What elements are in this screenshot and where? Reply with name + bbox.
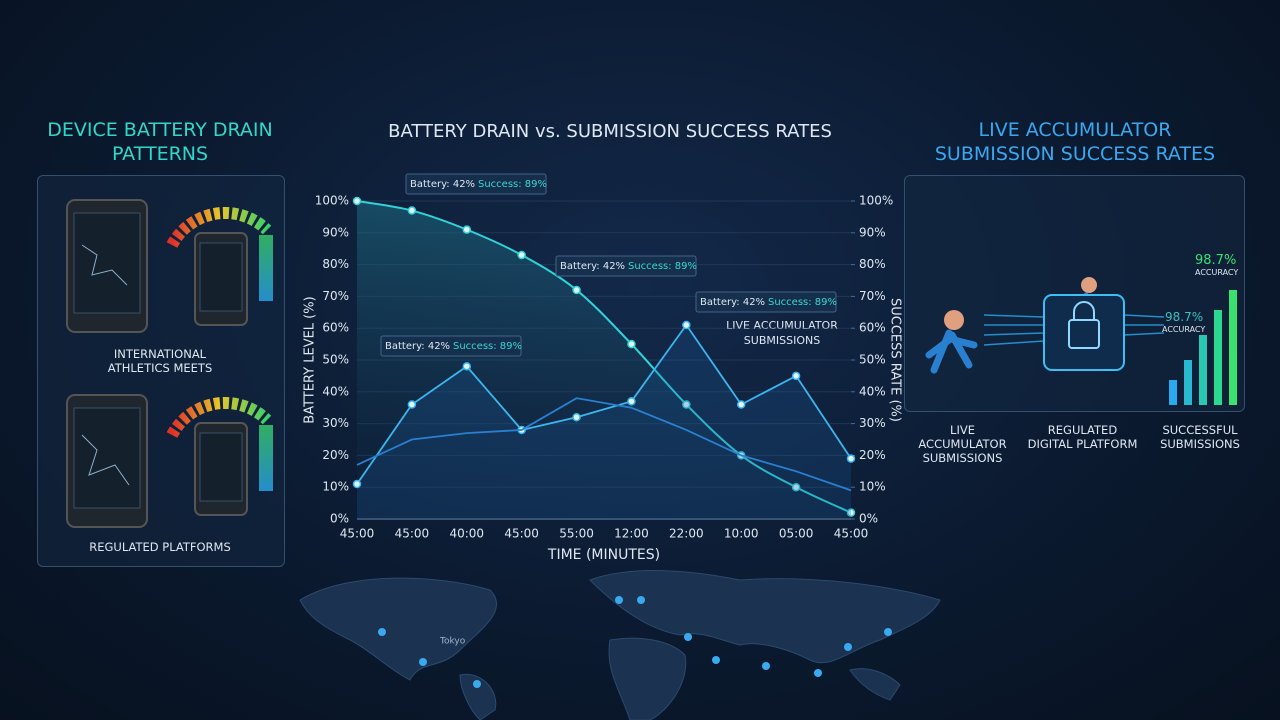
x-tick-label: 12:00 bbox=[614, 527, 649, 541]
series-line bbox=[356, 323, 852, 485]
callout-battery: Battery: 42% bbox=[560, 261, 625, 272]
right-caption: SUCCESSFUL SUBMISSIONS bbox=[1160, 423, 1240, 451]
data-point bbox=[846, 508, 856, 517]
y2-tick-label: 70% bbox=[859, 289, 886, 303]
y-tick-label: 0% bbox=[330, 512, 349, 526]
data-point bbox=[682, 320, 691, 330]
data-point bbox=[462, 225, 472, 234]
callout-box bbox=[555, 255, 697, 277]
series-line bbox=[356, 200, 852, 514]
success-area bbox=[357, 325, 851, 519]
data-point bbox=[627, 397, 636, 406]
y-tick-label: 40% bbox=[322, 384, 349, 398]
y2-tick-label: 10% bbox=[859, 480, 886, 494]
callout-box bbox=[380, 335, 522, 357]
x-tick-label: 10:00 bbox=[724, 527, 759, 541]
device-graphics bbox=[66, 199, 273, 528]
x-tick-label: 45:00 bbox=[834, 527, 869, 541]
data-point bbox=[791, 482, 801, 492]
y2-tick-label: 90% bbox=[859, 225, 886, 239]
callout-success: Success: 89% bbox=[628, 261, 697, 272]
y-tick-label: 90% bbox=[322, 225, 349, 239]
accuracy-value: 98.7% bbox=[1195, 253, 1237, 268]
data-point bbox=[407, 400, 417, 409]
y-tick-label: 80% bbox=[322, 257, 349, 271]
y-axis-label: BATTERY LEVEL (%) bbox=[303, 296, 318, 423]
y2-tick-label: 80% bbox=[859, 257, 886, 271]
data-point bbox=[572, 412, 581, 422]
y2-tick-label: 20% bbox=[859, 448, 886, 462]
data-point bbox=[407, 206, 417, 215]
left-caption: REGULATED PLATFORMS bbox=[89, 540, 231, 554]
right-title: LIVE ACCUMULATOR SUBMISSION SUCCESS RATE… bbox=[934, 119, 1216, 165]
data-point bbox=[682, 400, 691, 409]
callout-battery: Battery: 42% bbox=[410, 179, 475, 190]
right-caption: LIVE ACCUMULATOR SUBMISSIONS bbox=[918, 423, 1007, 465]
y-tick-label: 70% bbox=[322, 289, 349, 303]
callout-success: Success: 89% bbox=[478, 179, 547, 190]
y-tick-label: 20% bbox=[322, 448, 349, 462]
x-tick-label: 55:00 bbox=[559, 527, 594, 541]
accuracy-value: 98.7% bbox=[1165, 310, 1204, 324]
accuracy-label: ACCURACY bbox=[1195, 268, 1239, 277]
y2-tick-label: 100% bbox=[859, 194, 893, 208]
data-point bbox=[736, 400, 746, 409]
y2-tick-label: 30% bbox=[859, 416, 886, 430]
flow-graphic bbox=[925, 277, 1237, 405]
phone bbox=[66, 199, 273, 528]
y2-tick-label: 50% bbox=[859, 353, 886, 367]
x-tick-label: 45:00 bbox=[504, 527, 539, 541]
accuracy-label: ACCURACY bbox=[1162, 325, 1206, 334]
y-tick-label: 100% bbox=[315, 194, 349, 208]
callout-box bbox=[695, 291, 837, 313]
y-tick-label: 50% bbox=[322, 353, 349, 367]
data-point bbox=[352, 196, 362, 206]
chart-title: BATTERY DRAIN vs. SUBMISSION SUCCESS RAT… bbox=[388, 121, 832, 142]
peak-label: LIVE ACCUMULATOR SUBMISSIONS bbox=[726, 319, 838, 347]
callout-success: Success: 89% bbox=[453, 341, 522, 352]
data-point bbox=[352, 479, 362, 489]
x-tick-label: 45:00 bbox=[395, 527, 430, 541]
left-caption: INTERNATIONAL ATHLETICS MEETS bbox=[107, 347, 213, 375]
callout-success: Success: 89% bbox=[768, 297, 837, 308]
x-tick-label: 22:00 bbox=[669, 527, 704, 541]
data-point bbox=[791, 371, 801, 381]
map-label: Tokyo bbox=[439, 637, 466, 647]
callout-box bbox=[405, 173, 547, 195]
x-tick-label: 40:00 bbox=[449, 527, 484, 541]
y-tick-label: 10% bbox=[322, 480, 349, 494]
callout-battery: Battery: 42% bbox=[385, 341, 450, 352]
y-tick-label: 30% bbox=[322, 416, 349, 430]
series-line bbox=[356, 397, 852, 492]
world-map: Tokyo bbox=[299, 570, 941, 720]
y2-tick-label: 60% bbox=[859, 321, 886, 335]
x-tick-label: 05:00 bbox=[779, 527, 814, 541]
x-axis-label: TIME (MINUTES) bbox=[547, 547, 660, 563]
y2-tick-label: 0% bbox=[859, 512, 878, 526]
data-point bbox=[627, 339, 636, 349]
left-title: DEVICE BATTERY DRAIN PATTERNS bbox=[47, 119, 273, 165]
y2-axis-label: SUCCESS RATE (%) bbox=[888, 298, 903, 422]
right-caption: REGULATED DIGITAL PLATFORM bbox=[1027, 423, 1138, 451]
y-tick-label: 60% bbox=[322, 321, 349, 335]
data-point bbox=[572, 285, 581, 295]
y2-tick-label: 40% bbox=[859, 384, 886, 398]
chart: BATTERY DRAIN vs. SUBMISSION SUCCESS RAT… bbox=[303, 121, 903, 563]
x-tick-label: 45:00 bbox=[340, 527, 375, 541]
data-point bbox=[846, 454, 856, 463]
data-point bbox=[462, 362, 472, 371]
callout-battery: Battery: 42% bbox=[700, 297, 765, 308]
platform-graphics bbox=[925, 277, 1237, 405]
battery-area bbox=[357, 201, 851, 519]
data-point bbox=[517, 250, 526, 260]
